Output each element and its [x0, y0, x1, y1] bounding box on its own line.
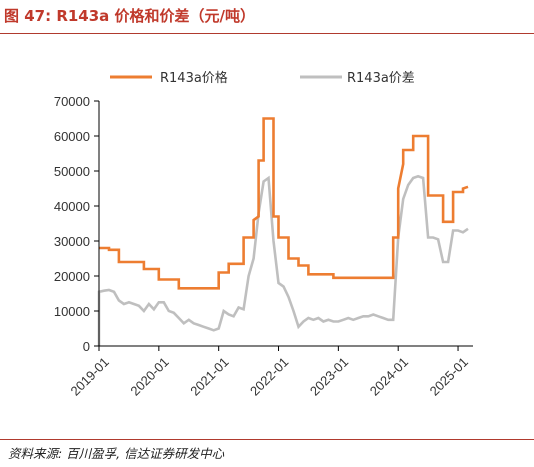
legend: R143a价格 R143a价差	[110, 70, 415, 86]
source-divider	[0, 439, 534, 440]
y-tick-label: 60000	[54, 129, 90, 144]
x-tick-label: 2020-01	[127, 354, 171, 398]
x-tick-label: 2021-01	[187, 354, 231, 398]
chart: R143a价格 R143a价差 0 10000 20000 30000 40000 5000…	[54, 70, 473, 399]
title-divider	[0, 33, 534, 34]
spread-series-line	[97, 174, 469, 346]
y-tick-label: 0	[83, 339, 90, 354]
chart-title: 图 47: R143a 价格和价差（元/吨）	[4, 7, 256, 25]
y-tick-label: 30000	[54, 234, 90, 249]
price-series-line	[99, 117, 469, 290]
y-tick-label: 70000	[54, 94, 90, 109]
y-tick-label: 40000	[54, 199, 90, 214]
series-layer	[97, 117, 469, 346]
x-tick-label: 2024-01	[367, 354, 411, 398]
y-tick-label: 20000	[54, 269, 90, 284]
x-tick-label: 2025-01	[427, 354, 471, 398]
legend-label-price: R143a价格	[160, 70, 228, 86]
x-tick-label: 2022-01	[247, 354, 291, 398]
x-tick-label: 2019-01	[68, 354, 112, 398]
x-tick-label: 2023-01	[307, 354, 351, 398]
y-tick-label: 50000	[54, 164, 90, 179]
source-note: 资料来源: 百川盈孚, 信达证券研发中心	[8, 446, 225, 461]
legend-label-spread: R143a价差	[347, 71, 415, 86]
y-tick-label: 10000	[54, 304, 90, 319]
